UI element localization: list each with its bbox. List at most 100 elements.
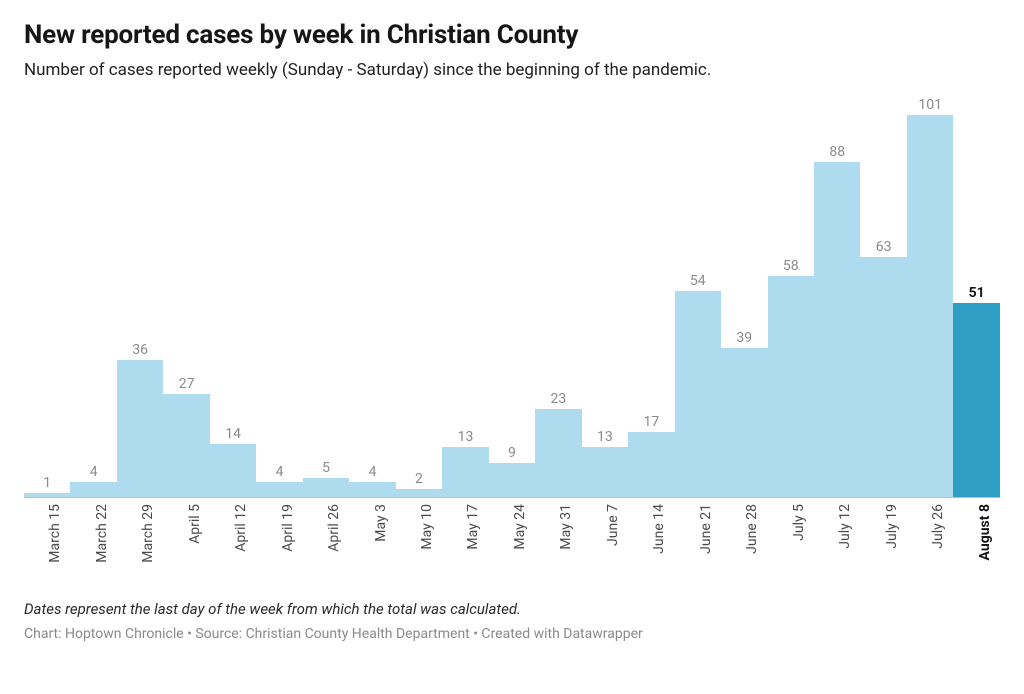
bar-group: 4	[70, 98, 116, 497]
bar-group: 1	[24, 98, 70, 497]
chart-subtitle: Number of cases reported weekly (Sunday …	[24, 60, 1000, 80]
x-axis-label: June 28	[744, 504, 760, 554]
x-label-group: June 14	[628, 498, 674, 578]
x-label-group: June 21	[675, 498, 721, 578]
x-axis-label: March 22	[94, 504, 110, 563]
bar-group: 13	[442, 98, 488, 497]
x-axis-label: August 8	[977, 504, 993, 560]
bar	[117, 360, 163, 497]
x-axis-label: March 29	[140, 504, 156, 563]
bar-group: 5	[303, 98, 349, 497]
x-axis-label: May 3	[373, 504, 389, 542]
x-label-group: April 12	[210, 498, 256, 578]
bar	[24, 493, 70, 497]
chart-container: New reported cases by week in Christian …	[0, 0, 1024, 660]
bar-value-label: 2	[396, 472, 442, 486]
bar-value-label: 13	[442, 430, 488, 444]
bar-group: 101	[907, 98, 953, 497]
x-label-group: May 3	[349, 498, 395, 578]
x-axis-label: May 10	[419, 504, 435, 550]
bar	[582, 447, 628, 497]
bar-value-label: 54	[675, 274, 721, 288]
bar-value-label: 36	[117, 343, 163, 357]
bar-value-label: 51	[953, 286, 999, 300]
bar-value-label: 9	[489, 446, 535, 460]
bar-value-label: 39	[721, 331, 767, 345]
bar	[256, 482, 302, 497]
x-label-group: August 8	[953, 498, 999, 578]
chart-footer: Dates represent the last day of the week…	[24, 600, 1000, 642]
x-axis-label: May 24	[512, 504, 528, 550]
bar-group: 63	[860, 98, 906, 497]
bar-group: 2	[396, 98, 442, 497]
bar-value-label: 14	[210, 427, 256, 441]
x-axis-label: June 14	[651, 504, 667, 554]
bar	[953, 303, 999, 497]
x-label-group: June 28	[721, 498, 767, 578]
bar-value-label: 58	[768, 259, 814, 273]
x-axis-label: April 5	[187, 504, 203, 544]
x-axis-label: April 12	[233, 504, 249, 552]
bar	[163, 394, 209, 497]
bar-group: 14	[210, 98, 256, 497]
x-axis-label: May 31	[558, 504, 574, 550]
bar	[768, 276, 814, 497]
x-label-group: July 12	[814, 498, 860, 578]
x-label-group: May 24	[489, 498, 535, 578]
bar-value-label: 4	[70, 465, 116, 479]
x-label-group: April 26	[303, 498, 349, 578]
bar	[860, 257, 906, 497]
x-axis-label: June 7	[605, 504, 621, 546]
bar-value-label: 4	[256, 465, 302, 479]
x-label-group: March 15	[24, 498, 70, 578]
chart-footnote: Dates represent the last day of the week…	[24, 600, 1000, 618]
bar-group: 9	[489, 98, 535, 497]
chart-area: 143627144542139231317543958886310151 Mar…	[24, 98, 1000, 578]
bar	[535, 409, 581, 497]
bar	[628, 432, 674, 497]
x-label-group: May 10	[396, 498, 442, 578]
bar	[442, 447, 488, 497]
x-label-group: March 22	[70, 498, 116, 578]
bar	[396, 489, 442, 497]
bar	[70, 482, 116, 497]
x-label-group: May 17	[442, 498, 488, 578]
bar-value-label: 1	[24, 476, 70, 490]
bar-value-label: 17	[628, 415, 674, 429]
bar-group: 39	[721, 98, 767, 497]
chart-credit: Chart: Hoptown Chronicle • Source: Chris…	[24, 626, 1000, 642]
bar	[210, 444, 256, 497]
x-axis-label: March 15	[47, 504, 63, 563]
x-label-group: May 31	[535, 498, 581, 578]
bar-group: 17	[628, 98, 674, 497]
x-axis-label: April 19	[280, 504, 296, 552]
x-axis-label: July 5	[791, 504, 807, 541]
x-axis-label: July 19	[884, 504, 900, 549]
bar-group: 88	[814, 98, 860, 497]
x-label-group: July 26	[907, 498, 953, 578]
bar	[675, 291, 721, 497]
bar	[907, 115, 953, 497]
bar	[721, 348, 767, 497]
plot-region: 143627144542139231317543958886310151	[24, 98, 1000, 498]
bar-group: 4	[256, 98, 302, 497]
bar-value-label: 4	[349, 465, 395, 479]
x-label-group: June 7	[582, 498, 628, 578]
bar-group: 54	[675, 98, 721, 497]
bar-group: 23	[535, 98, 581, 497]
bar	[489, 463, 535, 497]
bar	[303, 478, 349, 497]
bar-group: 36	[117, 98, 163, 497]
bar-group: 13	[582, 98, 628, 497]
x-axis-label: April 26	[326, 504, 342, 552]
bar-value-label: 5	[303, 461, 349, 475]
x-label-group: March 29	[117, 498, 163, 578]
x-label-group: April 5	[163, 498, 209, 578]
x-label-group: July 5	[768, 498, 814, 578]
x-axis-label: May 17	[465, 504, 481, 550]
bar-group: 58	[768, 98, 814, 497]
x-axis-label: July 12	[837, 504, 853, 549]
bar-value-label: 63	[860, 240, 906, 254]
x-label-group: July 19	[860, 498, 906, 578]
bar-value-label: 88	[814, 145, 860, 159]
